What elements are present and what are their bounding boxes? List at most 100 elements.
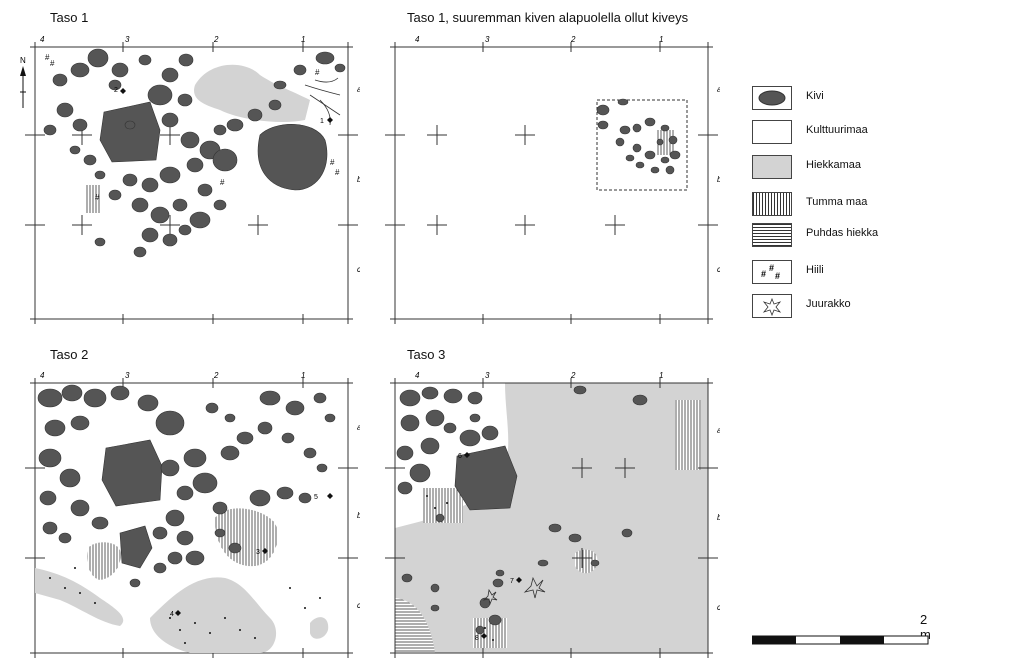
- col-label-3: 3: [125, 35, 130, 44]
- col-label-4: 4: [415, 35, 420, 44]
- svg-text:8: 8: [475, 635, 479, 642]
- row-label-c: c: [717, 265, 720, 274]
- svg-text:#: #: [50, 59, 55, 68]
- row-label-b: b: [357, 511, 360, 520]
- col-label-1: 1: [659, 35, 663, 44]
- plan-taso1-under-stone: 4 3 2 1 a b c: [385, 35, 720, 324]
- legend-label-kulttuurimaa: Kulttuurimaa: [806, 124, 868, 136]
- scale-bar: 2 m: [752, 612, 932, 652]
- legend-swatch-juurakko: [752, 294, 792, 318]
- col-label-3: 3: [125, 371, 130, 380]
- find-markers: 5 3 4: [170, 493, 333, 618]
- legend-item-puhdas-hiekka: Puhdas hiekka: [752, 223, 1002, 247]
- grid-frame: [390, 378, 713, 658]
- row-label-b: b: [357, 175, 360, 184]
- legend-swatch-hiili: # # #: [752, 260, 792, 284]
- svg-text:6: 6: [458, 453, 462, 460]
- legend-item-kivi: Kivi: [752, 86, 1002, 110]
- svg-text:#: #: [315, 68, 320, 77]
- col-label-1: 1: [301, 35, 305, 44]
- grid-crosses: [385, 378, 718, 658]
- stones: [396, 385, 648, 635]
- legend-item-tumma-maa: Tumma maa: [752, 192, 1002, 216]
- charcoal-marks: #### ###: [45, 53, 340, 202]
- svg-text:3: 3: [256, 549, 260, 556]
- root-symbol: [304, 77, 341, 126]
- col-label-4: 4: [415, 371, 420, 380]
- sand-area: [35, 568, 329, 653]
- row-label-a: a: [357, 85, 360, 94]
- row-label-a: a: [717, 85, 720, 94]
- row-label-b: b: [717, 175, 720, 184]
- col-label-2: 2: [213, 35, 219, 44]
- stones: [596, 98, 681, 175]
- svg-text:#: #: [761, 269, 766, 279]
- col-label-3: 3: [485, 35, 490, 44]
- svg-text:#: #: [769, 263, 774, 273]
- grid-frame: [30, 378, 353, 658]
- svg-text:N: N: [20, 56, 26, 65]
- col-label-3: 3: [485, 371, 490, 380]
- panel-title-taso1b: Taso 1, suuremman kiven alapuolella ollu…: [407, 10, 689, 25]
- legend-swatch-hiekkamaa: [752, 155, 792, 179]
- svg-text:7: 7: [510, 578, 514, 585]
- col-label-1: 1: [659, 371, 663, 380]
- legend-label-hiekkamaa: Hiekkamaa: [806, 159, 862, 171]
- legend-item-kulttuurimaa: Kulttuurimaa: [752, 120, 1002, 144]
- grid-crosses: [385, 42, 718, 324]
- legend-label-juurakko: Juurakko: [806, 298, 851, 310]
- legend-swatch-puhdas-hiekka: [752, 223, 792, 247]
- plan-taso3: 4 3 2 1 a b c 6 7 8: [385, 371, 720, 658]
- root-symbols: [482, 576, 546, 606]
- legend-item-juurakko: Juurakko: [752, 294, 1002, 318]
- legend-item-hiili: # # # Hiili: [752, 260, 1002, 284]
- svg-text:1: 1: [320, 118, 324, 125]
- excavation-outline: [596, 99, 688, 191]
- legend-swatch-tumma-maa: [752, 192, 792, 216]
- find-markers: 2 1: [114, 87, 333, 125]
- svg-text:#: #: [330, 158, 335, 167]
- legend-swatch-kivi: [752, 86, 792, 110]
- clean-sand-area: [395, 598, 435, 653]
- panel-title-taso1: Taso 1: [50, 10, 89, 25]
- north-arrow: N: [20, 56, 26, 108]
- panel-title-taso3: Taso 3: [407, 347, 446, 362]
- find-markers: 6 7 8: [458, 452, 522, 642]
- row-label-a: a: [357, 423, 360, 432]
- col-label-4: 4: [40, 35, 45, 44]
- col-label-2: 2: [213, 371, 219, 380]
- scale-bar-label: 2 m: [920, 612, 931, 642]
- svg-text:#: #: [45, 53, 50, 62]
- row-label-c: c: [717, 603, 720, 612]
- row-label-b: b: [717, 513, 720, 522]
- col-label-2: 2: [570, 35, 576, 44]
- svg-text:5: 5: [314, 494, 318, 501]
- svg-text:#: #: [95, 193, 100, 202]
- svg-text:#: #: [335, 168, 340, 177]
- row-label-a: a: [717, 426, 720, 435]
- stones: [37, 384, 336, 588]
- sand-area: [194, 64, 310, 122]
- svg-text:2: 2: [114, 87, 118, 94]
- svg-text:#: #: [220, 178, 225, 187]
- legend-label-hiili: Hiili: [806, 264, 824, 276]
- row-label-c: c: [357, 601, 360, 610]
- stones: [43, 48, 346, 258]
- legend-label-tumma-maa: Tumma maa: [806, 196, 868, 208]
- panel-title-taso2: Taso 2: [50, 347, 89, 362]
- plan-taso1: 4 3 2 1 a b c N #### ###: [20, 35, 360, 324]
- legend-label-puhdas-hiekka: Puhdas hiekka: [806, 227, 879, 239]
- legend-item-hiekkamaa: Hiekkamaa: [752, 155, 1002, 179]
- svg-text:4: 4: [170, 611, 174, 618]
- grid-crosses: [25, 42, 358, 324]
- legend-swatch-kulttuurimaa: [752, 120, 792, 144]
- plan-taso2: 4 3 2 1 a b c 5: [25, 371, 360, 658]
- col-label-2: 2: [570, 371, 576, 380]
- charcoal-dots: [49, 567, 321, 644]
- svg-text:#: #: [775, 271, 780, 281]
- scale-bar-graphic: [752, 635, 929, 645]
- charcoal-dots: [426, 495, 494, 641]
- dark-soil-area: [657, 130, 675, 155]
- legend-label-kivi: Kivi: [806, 90, 824, 102]
- grid-frame: [390, 42, 713, 324]
